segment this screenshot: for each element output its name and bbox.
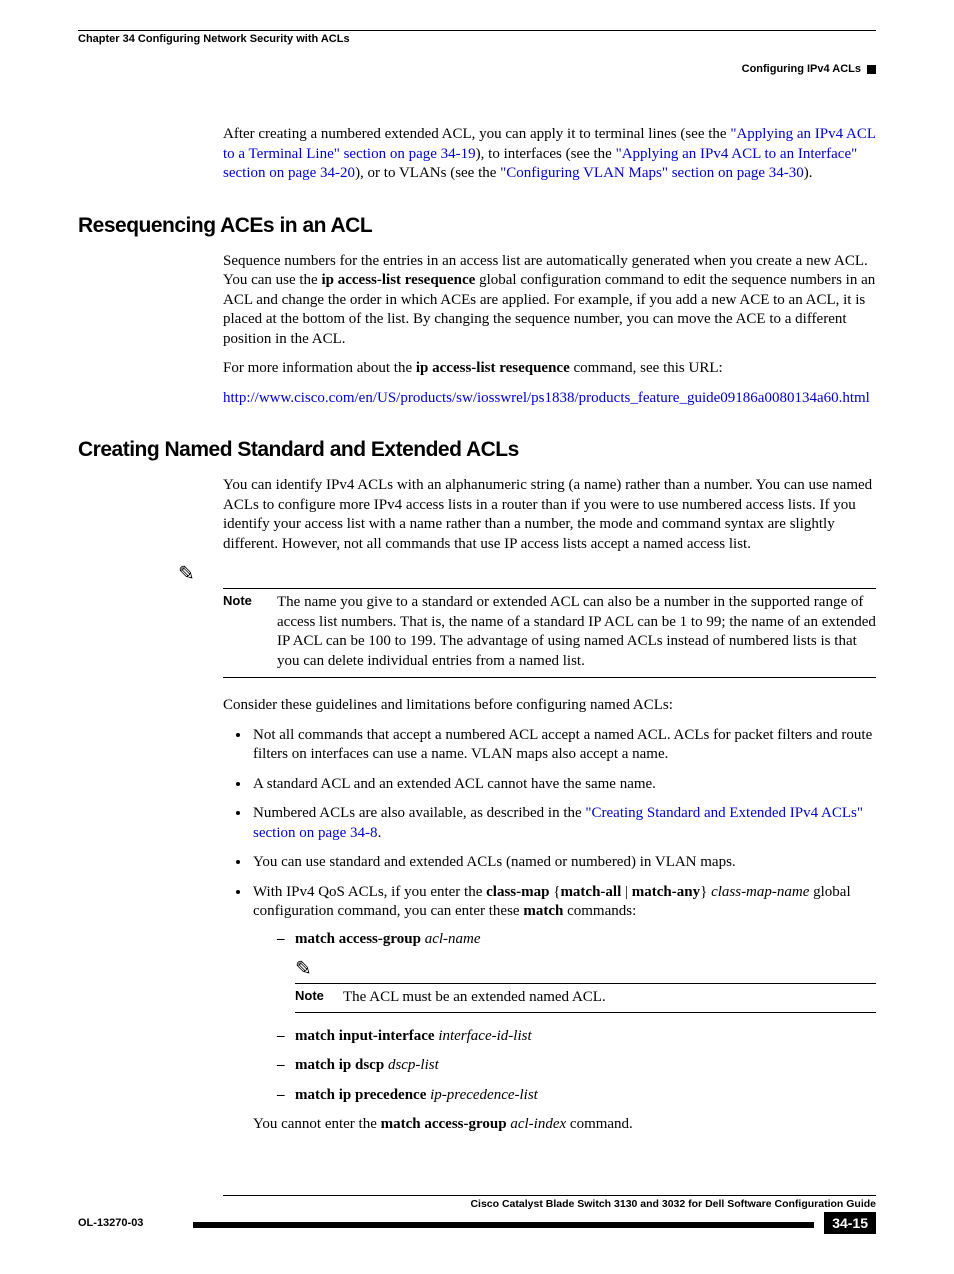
bullet-1: Not all commands that accept a numbered … <box>251 726 876 765</box>
note-label: Note <box>223 593 277 671</box>
heading-resequencing: Resequencing ACEs in an ACL <box>78 214 876 238</box>
sec2-p3-a: You cannot enter the <box>253 1116 381 1132</box>
arg-acl-name: acl-name <box>425 931 481 947</box>
cmd-match: match <box>523 903 563 919</box>
arg-ip-precedence-list: ip-precedence-list <box>430 1087 538 1103</box>
page-header: Chapter 34 Configuring Network Security … <box>78 33 876 45</box>
nested-note-block: ✎ Note The ACL must be an extended named… <box>295 959 876 1013</box>
dash-1: match access-group acl-name <box>277 930 876 950</box>
bullet-5-brace1: { <box>549 884 560 900</box>
sec1-p2-c: command, see this URL: <box>570 360 723 376</box>
dash-3: match ip dscp dscp-list <box>277 1056 876 1076</box>
note-rule-bottom <box>223 677 876 678</box>
cmd-match-any: match-any <box>632 884 700 900</box>
sec1-p2-a: For more information about the <box>223 360 416 376</box>
footer-rule <box>223 1195 876 1196</box>
nested-note-text: The ACL must be an extended named ACL. <box>343 988 606 1008</box>
nested-note-rule-top <box>295 983 876 984</box>
bullet-5-a: With IPv4 QoS ACLs, if you enter the <box>253 884 486 900</box>
intro-text-3: ), or to VLANs (see the <box>355 165 500 181</box>
bullet-5-c: commands: <box>563 903 636 919</box>
bullet-4: You can use standard and extended ACLs (… <box>251 853 876 873</box>
footer-docnum: OL-13270-03 <box>78 1217 143 1229</box>
cmd-resequence-1: ip access-list resequence <box>321 272 475 288</box>
footer-bar <box>193 1222 814 1228</box>
header-square-icon <box>867 65 876 74</box>
cmd-match-all: match-all <box>560 884 621 900</box>
nested-note-icon: ✎ <box>295 959 876 979</box>
dash-4: match ip precedence ip-precedence-list <box>277 1086 876 1106</box>
nested-note-label: Note <box>295 988 343 1008</box>
cmd-match-ip-precedence: match ip precedence <box>295 1087 426 1103</box>
intro-text-4: ). <box>804 165 813 181</box>
bullet-3-a: Numbered ACLs are also available, as des… <box>253 805 585 821</box>
footer-guide-title: Cisco Catalyst Blade Switch 3130 and 303… <box>78 1198 876 1210</box>
link-cisco-url[interactable]: http://www.cisco.com/en/US/products/sw/i… <box>223 390 870 406</box>
cmd-match-access-group-2: match access-group <box>381 1116 507 1132</box>
heading-named-acls: Creating Named Standard and Extended ACL… <box>78 438 876 462</box>
arg-class-map-name: class-map-name <box>711 884 809 900</box>
bullet-5-pipe: | <box>621 884 632 900</box>
note-block: Note The name you give to a standard or … <box>223 593 876 671</box>
cmd-resequence-2: ip access-list resequence <box>416 360 570 376</box>
section-label: Configuring IPv4 ACLs <box>742 63 861 75</box>
cmd-match-access-group: match access-group <box>295 931 421 947</box>
match-commands-list-2: match input-interface interface-id-list … <box>253 1027 876 1106</box>
link-vlan-maps[interactable]: "Configuring VLAN Maps" section on page … <box>500 165 804 181</box>
bullet-5: With IPv4 QoS ACLs, if you enter the cla… <box>251 883 876 1135</box>
page-number: 34-15 <box>824 1212 876 1234</box>
arg-dscp-list: dscp-list <box>388 1057 439 1073</box>
sec2-p2: Consider these guidelines and limitation… <box>223 696 876 716</box>
match-commands-list: match access-group acl-name <box>253 930 876 950</box>
cmd-match-input-interface: match input-interface <box>295 1028 435 1044</box>
note-rule-top <box>223 588 876 589</box>
sec1-p2: For more information about the ip access… <box>223 359 876 379</box>
cmd-match-ip-dscp: match ip dscp <box>295 1057 384 1073</box>
header-rule <box>78 30 876 31</box>
sec2-p3-d: command. <box>566 1116 633 1132</box>
nested-note-rule-bottom <box>295 1012 876 1013</box>
section-label-row: Configuring IPv4 ACLs <box>78 63 876 75</box>
bullet-3: Numbered ACLs are also available, as des… <box>251 804 876 843</box>
note-icon: ✎ <box>178 564 876 584</box>
sec2-p1: You can identify IPv4 ACLs with an alpha… <box>223 476 876 554</box>
chapter-label: Chapter 34 Configuring Network Security … <box>78 33 350 45</box>
bullet-2: A standard ACL and an extended ACL canno… <box>251 775 876 795</box>
bullet-5-brace2: } <box>700 884 711 900</box>
dash-2: match input-interface interface-id-list <box>277 1027 876 1047</box>
intro-text-1: After creating a numbered extended ACL, … <box>223 126 730 142</box>
sec2-p3: You cannot enter the match access-group … <box>253 1115 876 1135</box>
bullet-3-b: . <box>378 825 382 841</box>
guidelines-list: Not all commands that accept a numbered … <box>223 726 876 1135</box>
arg-interface-id-list: interface-id-list <box>438 1028 531 1044</box>
intro-paragraph: After creating a numbered extended ACL, … <box>223 125 876 184</box>
note-text: The name you give to a standard or exten… <box>277 593 876 671</box>
cmd-class-map: class-map <box>486 884 549 900</box>
page-footer: Cisco Catalyst Blade Switch 3130 and 303… <box>78 1195 876 1234</box>
intro-text-2: ), to interfaces (see the <box>476 146 616 162</box>
sec1-p1: Sequence numbers for the entries in an a… <box>223 252 876 350</box>
arg-acl-index: acl-index <box>510 1116 566 1132</box>
